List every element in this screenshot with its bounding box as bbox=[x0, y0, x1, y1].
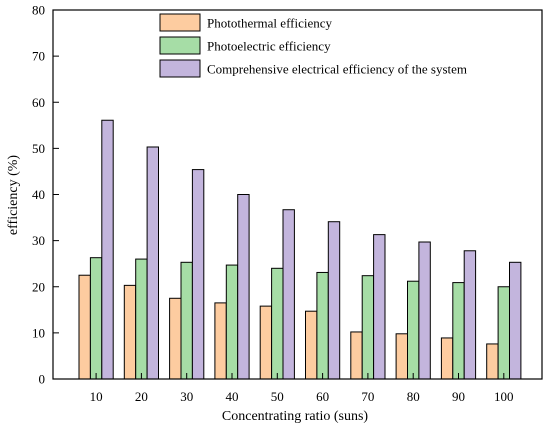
x-axis-title: Concentrating ratio (suns) bbox=[222, 409, 369, 424]
bar bbox=[180, 261, 193, 380]
bar bbox=[373, 234, 386, 380]
x-tick-label: 10 bbox=[90, 389, 103, 404]
y-tick-label: 30 bbox=[32, 233, 45, 248]
x-tick-label: 30 bbox=[180, 389, 193, 404]
bar bbox=[418, 241, 431, 380]
legend-swatch bbox=[159, 59, 201, 78]
bar bbox=[440, 337, 454, 380]
bar bbox=[237, 194, 250, 380]
bar bbox=[191, 169, 205, 380]
bar bbox=[509, 261, 522, 380]
x-axis: 10 20 30 40 50 60 70 80 90 100 bbox=[90, 373, 514, 404]
y-axis: 0 10 20 30 40 50 60 70 80 bbox=[32, 3, 59, 387]
x-tick-label: 50 bbox=[271, 389, 284, 404]
bar bbox=[395, 333, 409, 380]
y-tick-label: 70 bbox=[32, 49, 45, 64]
bar bbox=[146, 146, 160, 380]
bar bbox=[282, 209, 295, 380]
bar bbox=[463, 250, 477, 380]
x-tick-label: 20 bbox=[135, 389, 148, 404]
bars-group bbox=[78, 119, 522, 380]
x-tick-label: 80 bbox=[407, 389, 420, 404]
bar bbox=[305, 310, 318, 380]
y-tick-label: 80 bbox=[32, 3, 45, 18]
bar bbox=[123, 284, 137, 380]
legend-label: Photothermal efficiency bbox=[207, 16, 333, 31]
legend-label: Photoelectric efficiency bbox=[207, 39, 331, 54]
bar bbox=[259, 305, 273, 380]
y-tick-label: 0 bbox=[39, 372, 46, 387]
bar bbox=[452, 282, 465, 380]
bar bbox=[78, 274, 91, 380]
legend-swatch bbox=[159, 36, 201, 55]
x-tick-label: 60 bbox=[316, 389, 329, 404]
legend-label: Comprehensive electrical efficiency of t… bbox=[207, 62, 467, 77]
bar bbox=[101, 119, 114, 380]
x-tick-label: 90 bbox=[452, 389, 465, 404]
bar bbox=[350, 331, 363, 380]
y-tick-label: 60 bbox=[32, 95, 45, 110]
y-tick-label: 50 bbox=[32, 141, 45, 156]
y-tick-label: 20 bbox=[32, 279, 45, 294]
bar bbox=[361, 275, 375, 380]
bar bbox=[316, 271, 329, 380]
bar bbox=[271, 267, 284, 380]
y-tick-label: 10 bbox=[32, 325, 45, 340]
x-tick-label: 100 bbox=[494, 389, 514, 404]
legend-swatch bbox=[159, 13, 201, 32]
bar bbox=[327, 221, 341, 380]
bar bbox=[169, 297, 182, 380]
bar bbox=[497, 286, 511, 380]
x-tick-label: 40 bbox=[226, 389, 239, 404]
bar bbox=[225, 264, 239, 380]
bar bbox=[89, 257, 103, 380]
x-tick-label: 70 bbox=[361, 389, 374, 404]
legend: Photothermal efficiency Photoelectric eff… bbox=[159, 13, 467, 78]
y-axis-title: efficiency (%) bbox=[6, 155, 21, 236]
bar bbox=[407, 280, 420, 380]
y-tick-label: 40 bbox=[32, 187, 45, 202]
bar bbox=[486, 343, 499, 380]
bar bbox=[135, 258, 148, 380]
bar bbox=[214, 302, 227, 380]
